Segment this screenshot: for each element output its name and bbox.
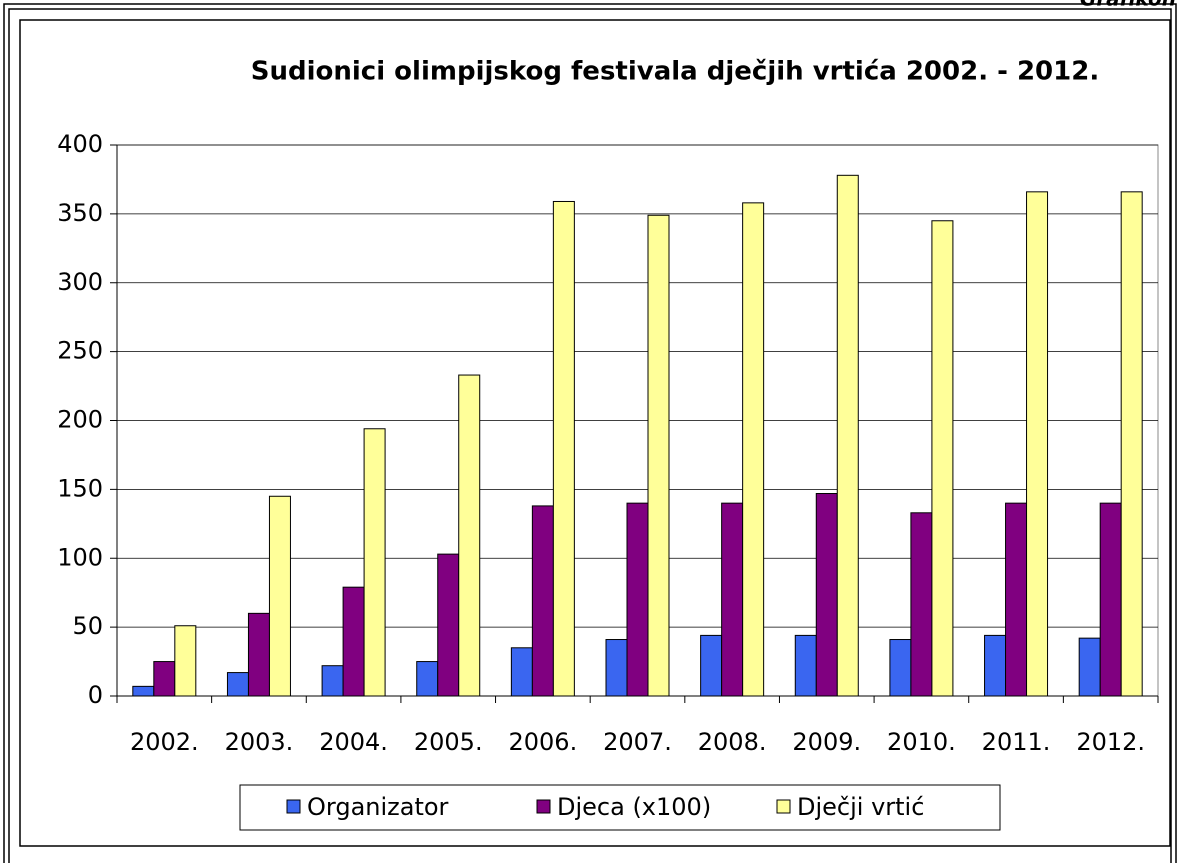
bar — [1005, 502, 1028, 697]
x-tick-label: 2012. — [1076, 728, 1145, 756]
bar — [742, 202, 765, 697]
y-tick-label: 400 — [57, 130, 103, 158]
x-tick-label: 2005. — [414, 728, 483, 756]
x-tick-label: 2011. — [982, 728, 1051, 756]
legend-box — [239, 784, 1001, 831]
bar — [815, 493, 838, 697]
legend-label: Djeca (x100) — [557, 793, 711, 821]
bar — [321, 665, 344, 697]
outer-frame-inner — [8, 8, 1172, 863]
outer-frame — [3, 3, 1177, 863]
bar — [889, 639, 912, 697]
bar — [153, 661, 176, 697]
y-tick-label: 100 — [57, 543, 103, 571]
bar — [794, 634, 817, 697]
bar — [1078, 637, 1101, 697]
bar — [721, 502, 744, 697]
bar — [984, 634, 1007, 697]
y-tick-label: 150 — [57, 474, 103, 502]
y-tick-label: 0 — [88, 681, 103, 709]
legend-label: Dječji vrtić — [797, 793, 924, 821]
y-tick-label: 300 — [57, 268, 103, 296]
bar — [531, 505, 554, 697]
bar — [268, 495, 291, 697]
bar — [247, 612, 270, 697]
x-tick-label: 2010. — [887, 728, 956, 756]
bar — [437, 553, 460, 697]
bar — [931, 220, 954, 697]
x-tick-label: 2003. — [225, 728, 294, 756]
legend-label: Organizator — [307, 793, 449, 821]
x-tick-label: 2006. — [509, 728, 578, 756]
bar — [458, 374, 481, 697]
bar — [552, 200, 575, 697]
x-tick-label: 2007. — [603, 728, 672, 756]
bar — [342, 586, 365, 697]
bar — [836, 174, 859, 697]
bar — [1026, 191, 1049, 697]
bar — [1120, 191, 1143, 697]
corner-label: Grafikon — [1080, 0, 1176, 11]
bar — [700, 634, 723, 697]
x-tick-label: 2009. — [792, 728, 861, 756]
chart-title: Sudionici olimpijskog festivala dječjih … — [251, 57, 1099, 87]
bar — [416, 661, 439, 697]
bar — [626, 502, 649, 697]
bar — [174, 625, 197, 697]
bar — [226, 672, 249, 697]
bar — [363, 428, 386, 697]
legend-swatch — [286, 799, 301, 814]
y-tick-label: 250 — [57, 337, 103, 365]
x-tick-label: 2002. — [130, 728, 199, 756]
x-tick-label: 2004. — [319, 728, 388, 756]
bar — [605, 639, 628, 697]
bar — [132, 685, 155, 697]
x-tick-label: 2008. — [698, 728, 767, 756]
legend-swatch — [536, 799, 551, 814]
bar — [910, 512, 933, 697]
legend-swatch — [776, 799, 791, 814]
y-tick-label: 50 — [72, 612, 103, 640]
y-tick-label: 350 — [57, 199, 103, 227]
bar — [647, 214, 670, 697]
bar — [1099, 502, 1122, 697]
y-tick-label: 200 — [57, 406, 103, 434]
bar — [510, 647, 533, 697]
